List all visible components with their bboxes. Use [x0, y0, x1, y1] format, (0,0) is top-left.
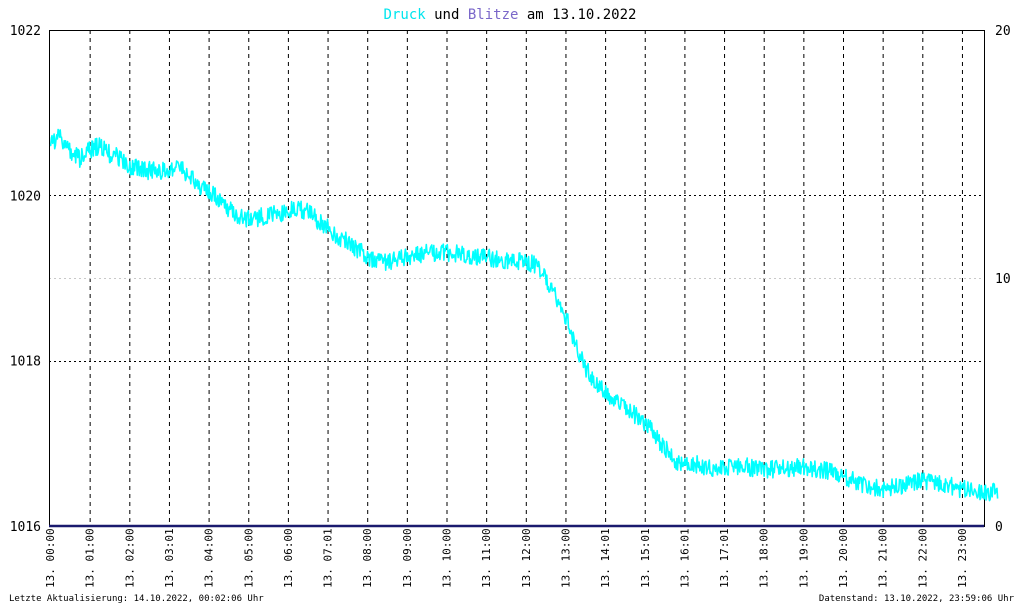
x-tick-label: 13. 16:01	[678, 528, 691, 588]
x-tick-label: 13. 03:01	[163, 528, 176, 588]
x-tick-label: 13. 12:00	[520, 528, 533, 588]
footer-data-status: Datenstand: 13.10.2022, 23:59:06 Uhr	[819, 594, 1015, 604]
x-axis-ticks: 13. 00:00 13. 01:00 13. 02:00 13. 03:01 13. …	[44, 528, 969, 588]
chart-title: Druck und Blitze am 13.10.2022	[384, 7, 637, 23]
y-left-tick-label: 1020	[10, 189, 41, 204]
title-druck: Druck	[384, 7, 427, 23]
x-tick-label: 13. 00:00	[44, 528, 57, 588]
x-tick-label: 13. 09:00	[401, 528, 414, 588]
y-left-tick-label: 1016	[10, 520, 41, 535]
left-axis-ticks: 1016 1018 1020 1022	[10, 24, 41, 535]
x-tick-label: 13. 14:01	[599, 528, 612, 588]
title-blitze: Blitze	[468, 7, 519, 23]
y-right-tick-label: 10	[995, 272, 1011, 287]
y-left-tick-label: 1022	[10, 24, 41, 39]
title-und: und	[426, 7, 468, 23]
x-tick-label: 13. 20:00	[837, 528, 850, 588]
x-tick-label: 13. 10:00	[441, 528, 454, 588]
plot-series	[49, 128, 999, 528]
x-tick-label: 13. 06:00	[282, 528, 295, 588]
title-date: am 13.10.2022	[518, 7, 636, 23]
x-tick-label: 13. 07:01	[322, 528, 335, 588]
x-tick-label: 13. 11:00	[480, 528, 493, 588]
grid-lines	[49, 30, 984, 526]
series-line-druck	[49, 128, 999, 502]
x-tick-label: 13. 18:00	[758, 528, 771, 588]
footer-last-update: Letzte Aktualisierung: 14.10.2022, 00:02…	[9, 594, 264, 604]
x-tick-label: 13. 13:00	[559, 528, 572, 588]
x-tick-label: 13. 01:00	[84, 528, 97, 588]
y-right-tick-label: 0	[995, 520, 1003, 535]
x-tick-label: 13. 02:00	[123, 528, 136, 588]
x-tick-label: 13. 22:00	[916, 528, 929, 588]
y-left-tick-label: 1018	[10, 355, 41, 370]
right-axis-ticks: 0 10 20	[995, 24, 1011, 535]
x-tick-label: 13. 23:00	[956, 528, 969, 588]
x-tick-label: 13. 19:00	[797, 528, 810, 588]
y-right-tick-label: 20	[995, 24, 1011, 39]
x-tick-label: 13. 08:00	[361, 528, 374, 588]
x-tick-label: 13. 15:01	[639, 528, 652, 588]
x-tick-label: 13. 05:00	[242, 528, 255, 588]
x-tick-label: 13. 17:01	[718, 528, 731, 588]
x-tick-label: 13. 04:00	[203, 528, 216, 588]
x-tick-label: 13. 21:00	[877, 528, 890, 588]
